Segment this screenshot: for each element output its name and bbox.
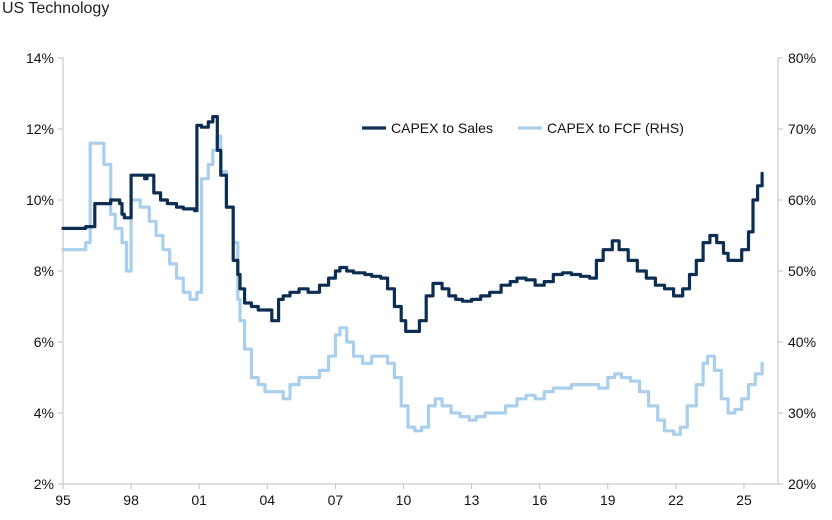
y-left-tick-label: 8%	[34, 263, 54, 279]
y-right-tick-label: 30%	[788, 405, 816, 421]
x-tick-label: 98	[123, 492, 139, 508]
x-tick-label: 25	[736, 492, 752, 508]
y-right-tick-label: 20%	[788, 476, 816, 492]
y-right-tick-label: 60%	[788, 192, 816, 208]
x-tick-label: 19	[600, 492, 616, 508]
x-tick-label: 01	[191, 492, 207, 508]
x-tick-label: 22	[668, 492, 684, 508]
x-tick-label: 95	[55, 492, 71, 508]
legend-label: CAPEX to Sales	[391, 120, 493, 136]
x-tick-label: 13	[464, 492, 480, 508]
series-line-capex-to-sales	[61, 115, 764, 333]
y-left-tick-label: 6%	[34, 334, 54, 350]
legend-label: CAPEX to FCF (RHS)	[547, 120, 684, 136]
chart-title: US Technology	[2, 0, 110, 17]
x-tick-label: 07	[328, 492, 344, 508]
y-left-tick-label: 4%	[34, 405, 54, 421]
y-left-tick-label: 2%	[34, 476, 54, 492]
y-left-tick-label: 10%	[26, 192, 54, 208]
y-right-tick-label: 40%	[788, 334, 816, 350]
legend: CAPEX to Sales CAPEX to FCF (RHS)	[362, 120, 684, 136]
x-tick-label: 10	[396, 492, 412, 508]
x-tick-label: 16	[532, 492, 548, 508]
y-right-tick-label: 50%	[788, 263, 816, 279]
x-tick-label: 04	[259, 492, 275, 508]
series-line-capex-to-fcf	[61, 134, 764, 436]
y-right-tick-label: 80%	[788, 50, 816, 66]
y-right-tick-label: 70%	[788, 121, 816, 137]
series-layer	[61, 115, 764, 436]
y-left-tick-label: 14%	[26, 50, 54, 66]
y-left-tick-label: 12%	[26, 121, 54, 137]
axes: 2% 4% 6% 8% 10% 12% 14% 20% 30% 40% 50% 60% 70% 80% 95…	[26, 50, 816, 508]
